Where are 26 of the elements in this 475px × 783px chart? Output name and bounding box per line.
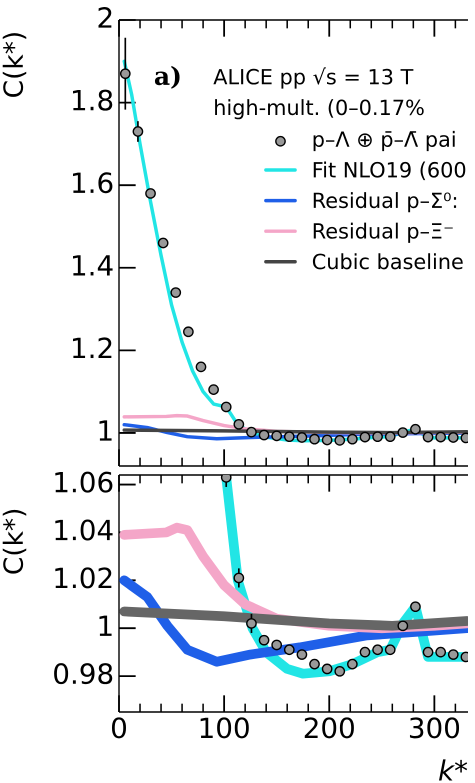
x-tick-label: 0 [112,717,126,738]
y-axis-title: C(k*) [2,33,26,97]
annotation: a) [154,66,180,89]
y-tick-label: 1.8 [73,90,112,111]
y-axis-title: C(k*) [2,510,26,574]
legend-label: Residual p–Σ⁰: [314,192,456,212]
annotation: high-mult. (0–0.17% [215,99,424,120]
x-tick-label: 300 [410,717,460,738]
y-tick-label: 1.2 [73,337,112,358]
annotation: ALICE pp √s = 13 T [213,67,414,89]
legend-label: Fit NLO19 (600 [314,161,466,180]
y-tick-label: 1.02 [55,567,112,588]
y-tick-label: 1 [100,616,112,636]
y-tick-label: 1.4 [73,255,113,276]
legend-label: Residual p–Ξ⁻ [314,222,453,243]
y-tick-label: 1.6 [73,172,112,194]
legend-label: Cubic baseline [312,253,463,270]
x-tick-label: 200 [304,717,354,738]
legend-label: p–Λ ⊕ p̄–Λ̄ pai [314,130,455,152]
x-tick-label: 100 [200,717,249,738]
x-axis-title: k* [439,759,468,781]
y-tick-label: 1.04 [55,520,113,541]
y-tick-label: 0.98 [54,663,112,684]
y-tick-label: 1 [100,420,112,441]
y-tick-label: 2 [98,7,112,28]
y-tick-label: 1.06 [55,472,112,493]
